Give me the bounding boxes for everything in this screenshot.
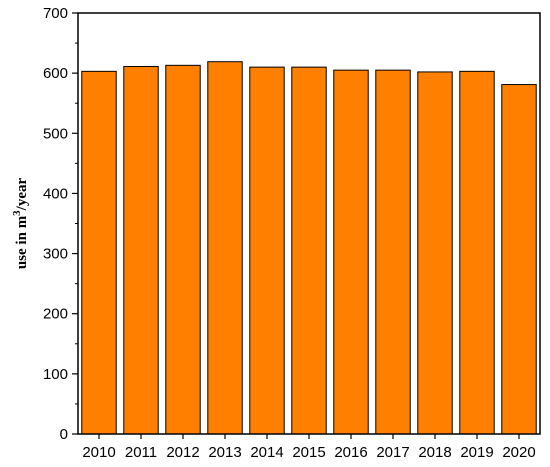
x-tick-label: 2014 (250, 444, 283, 461)
y-tick-label: 0 (60, 426, 68, 443)
bar-2019 (459, 70, 495, 435)
x-tick-label: 2017 (376, 444, 409, 461)
x-tick-label: 2011 (125, 444, 157, 461)
bar-2011 (123, 66, 159, 435)
x-tick-label: 2019 (460, 444, 493, 461)
y-axis-label: use in m3/year (11, 177, 30, 269)
x-tick-label: 2012 (166, 444, 199, 461)
bar-2010 (81, 70, 117, 435)
y-tick-label: 600 (43, 65, 68, 82)
bar-2013 (207, 61, 243, 435)
plot-frame (77, 12, 541, 435)
bars-group (81, 61, 537, 435)
y-axis-label-suffix: /year (14, 177, 30, 211)
x-tick-label: 2020 (502, 444, 535, 461)
x-tick-label: 2015 (292, 444, 325, 461)
y-tick-label: 100 (43, 366, 68, 383)
bar-2018 (417, 71, 453, 435)
y-axis-ticks: 0 100 200 300 400 500 600 700 (43, 5, 78, 443)
x-tick-label: 2013 (208, 444, 241, 461)
y-tick-label: 200 (43, 306, 68, 323)
y-tick-label: 400 (43, 185, 68, 202)
bar-2020 (501, 84, 537, 435)
y-tick-label: 700 (43, 5, 68, 22)
bar-2016 (333, 69, 369, 435)
bar-2014 (249, 66, 285, 435)
y-tick-label: 300 (43, 246, 68, 263)
y-tick-label: 500 (43, 125, 68, 142)
y-axis-label-prefix: use in m (14, 215, 30, 269)
x-tick-label: 2018 (418, 444, 451, 461)
y-axis-label-superscript: 3 (11, 210, 23, 216)
x-axis-ticks: 2010 2011 2012 2013 2014 2015 2016 2017 2018 2019… (82, 434, 536, 461)
bar-2015 (291, 66, 327, 435)
x-tick-label: 2010 (82, 444, 115, 461)
x-tick-label: 2016 (334, 444, 367, 461)
bar-2012 (165, 64, 201, 435)
bar-2017 (375, 69, 411, 435)
